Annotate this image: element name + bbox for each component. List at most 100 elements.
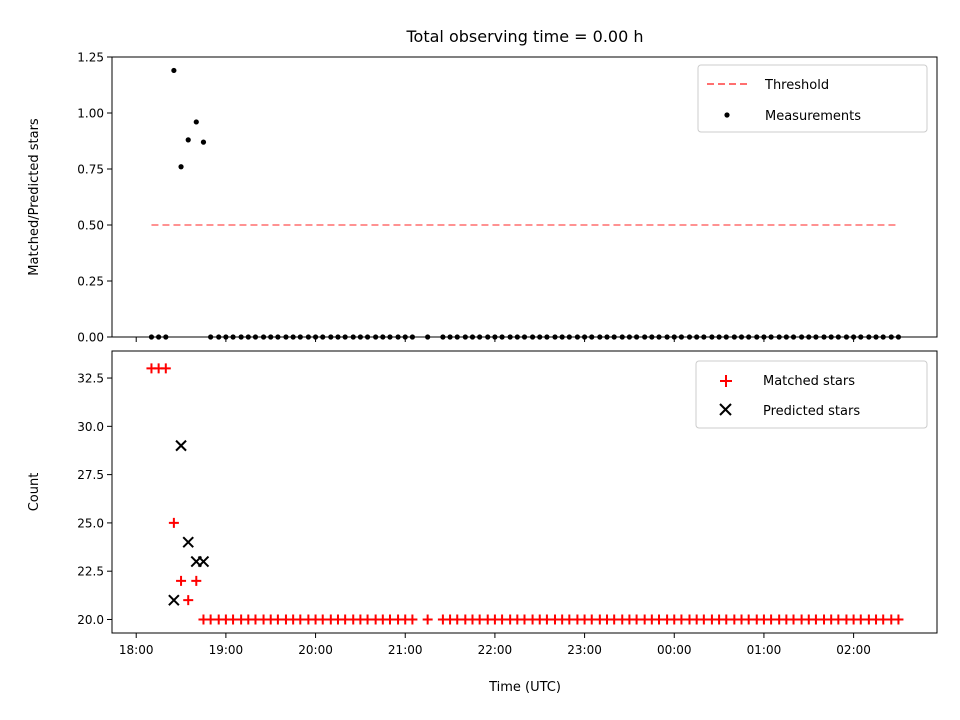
count-y-ticks: 20.0 22.5 25.0 27.5 30.0 32.5 <box>77 372 112 627</box>
measurement-point <box>656 334 662 340</box>
measurement-point <box>716 334 722 340</box>
measurement-point <box>454 334 460 340</box>
measurement-point <box>477 334 483 340</box>
predicted-star-point <box>197 555 210 568</box>
measurement-point <box>664 334 670 340</box>
measurement-point <box>507 334 513 340</box>
measurement-point <box>790 334 797 340</box>
measurement-point <box>252 334 259 340</box>
measurement-point <box>574 334 581 340</box>
matched-star-point <box>176 575 187 586</box>
measurement-point <box>395 334 401 340</box>
predicted-star-point <box>168 594 180 606</box>
x-tick-label: 18:00 <box>119 643 154 657</box>
measurement-point <box>746 334 752 340</box>
measurement-point <box>649 334 655 340</box>
y-tick-label: 25.0 <box>77 516 104 530</box>
measurement-point <box>880 334 886 340</box>
measurement-point <box>402 334 408 340</box>
measurement-point <box>462 334 468 340</box>
measurement-point <box>783 334 789 340</box>
measurement-point <box>156 334 162 340</box>
measurement-point <box>514 334 520 340</box>
measurement-point <box>888 334 894 340</box>
measurement-point <box>731 334 737 340</box>
measurement-point <box>364 334 371 340</box>
x-tick-label: 21:00 <box>388 643 423 657</box>
measurement-point <box>260 334 267 340</box>
measurement-point <box>873 334 879 340</box>
measurement-point <box>851 334 857 340</box>
measurement-point <box>694 334 700 340</box>
measurement-point <box>597 334 603 340</box>
matched-star-point <box>191 575 202 586</box>
measurement-point <box>828 334 834 340</box>
y-tick-label: 32.5 <box>77 372 104 386</box>
ratio-legend: Threshold Measurements <box>697 64 928 133</box>
measurement-point <box>216 334 222 340</box>
measurement-point <box>686 334 693 340</box>
measurement-point <box>305 334 311 340</box>
measurement-point <box>163 334 169 340</box>
measurement-point <box>193 119 199 125</box>
measurement-point <box>642 334 648 340</box>
measurement-point <box>268 334 274 340</box>
measurement-point <box>178 164 184 170</box>
measurement-point <box>835 334 841 340</box>
legend-predicted-label: Predicted stars <box>763 404 860 419</box>
measurement-point <box>328 334 334 340</box>
measurement-point <box>297 334 303 340</box>
measurement-point <box>185 137 191 143</box>
measurement-point <box>290 334 296 340</box>
measurement-point <box>768 334 774 340</box>
x-axis-label: Time (UTC) <box>488 680 561 695</box>
count-panel-frame <box>111 350 938 634</box>
measurement-point <box>312 334 319 340</box>
measurement-point <box>866 334 872 340</box>
measurement-point <box>626 334 633 340</box>
chart-title: Total observing time = 0.00 h <box>405 27 643 46</box>
matched-star-point <box>893 614 904 625</box>
measurement-point <box>895 334 902 340</box>
x-tick-label: 23:00 <box>567 643 602 657</box>
measurement-point <box>566 334 572 340</box>
y-tick-label: 22.5 <box>77 565 104 579</box>
y-tick-label: 1.00 <box>77 107 104 121</box>
y-tick-label: 0.25 <box>77 275 104 289</box>
measurement-point <box>843 334 850 340</box>
measurement-point <box>806 334 812 340</box>
measurement-point <box>350 334 356 340</box>
legend-threshold-label: Threshold <box>764 78 829 93</box>
measurement-point <box>409 334 416 340</box>
measurement-point <box>373 334 379 340</box>
measurement-point <box>380 334 386 340</box>
measurement-point <box>671 334 677 340</box>
measurement-point <box>275 334 281 340</box>
measurement-point <box>485 334 491 340</box>
measurement-point <box>440 334 446 340</box>
measurement-point <box>208 334 214 340</box>
measurement-point <box>813 334 819 340</box>
measurement-point <box>447 334 453 340</box>
measurement-point <box>469 334 476 340</box>
measurement-point <box>425 334 431 340</box>
measurement-point <box>678 334 685 340</box>
measurement-point <box>529 334 536 340</box>
measurement-point <box>342 334 348 340</box>
x-tick-label: 22:00 <box>478 643 513 657</box>
ratio-panel: 0.00 0.25 0.50 0.75 1.00 1.25 Matched/Predict… <box>27 51 938 345</box>
measurement-point <box>492 334 498 340</box>
measurement-point <box>200 139 207 145</box>
matched-star-point <box>168 517 179 528</box>
matched-star-point <box>183 595 194 606</box>
measurement-point <box>589 334 595 340</box>
measurement-point <box>552 334 558 340</box>
predicted-star-point <box>182 536 194 548</box>
ratio-y-ticks: 0.00 0.25 0.50 0.75 1.00 1.25 <box>77 51 112 345</box>
count-marks <box>146 363 904 625</box>
x-tick-label: 19:00 <box>209 643 244 657</box>
matched-star-point <box>407 614 418 625</box>
measurement-point <box>544 334 550 340</box>
measurement-point <box>611 334 617 340</box>
measurement-point <box>283 334 289 340</box>
